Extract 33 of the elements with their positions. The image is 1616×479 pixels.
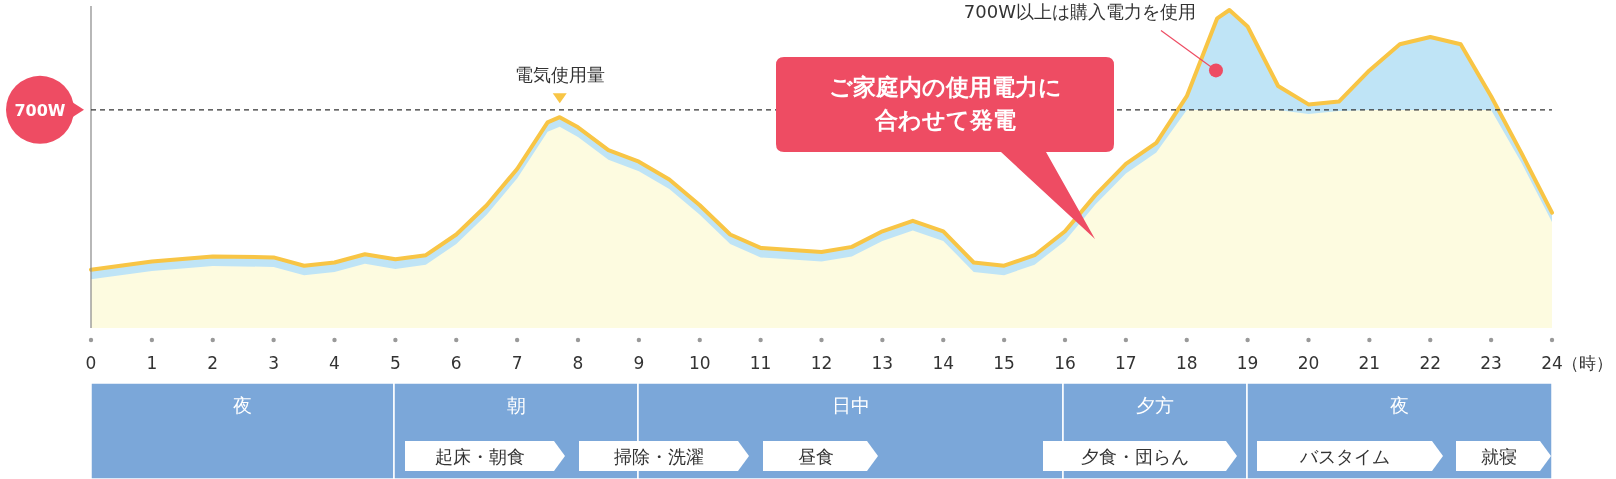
x-tick-label: 15 (993, 353, 1015, 373)
x-tick-label: 4 (329, 353, 340, 373)
x-tick-label: 0 (85, 353, 97, 373)
x-tick-label: 9 (633, 353, 645, 373)
annotation: 電気使用量 (514, 64, 605, 86)
x-tick-label: 16 (1054, 353, 1076, 373)
x-tick-label: 8 (572, 353, 584, 373)
x-tick-label: 6 (450, 353, 462, 373)
x-tick-label: 1 (146, 353, 158, 373)
x-tick-label: 12 (810, 353, 833, 373)
x-tick-label: 13 (871, 353, 894, 373)
x-tick-label: 19 (1236, 353, 1259, 373)
x-tick-label: 7 (511, 353, 523, 373)
x-tick-label: 20 (1297, 353, 1320, 373)
x-tick-label: 10 (688, 353, 711, 373)
x-axis-title: （時） (1562, 353, 1613, 373)
x-tick-label: 21 (1358, 353, 1381, 373)
x-tick-label: 23 (1480, 353, 1502, 373)
ref-label: 700W (6, 75, 84, 144)
annotation: ご家庭内の使用電力に合わせて発電 (828, 74, 1062, 133)
x-tick-label: 22 (1419, 353, 1442, 373)
ref-line-label: 700W (14, 100, 66, 120)
x-tick-label: 3 (268, 353, 280, 373)
x-tick-label: 24 (1541, 353, 1563, 373)
x-tick-label: 17 (1115, 353, 1137, 373)
x-tick-label: 2 (207, 353, 219, 373)
x-tick-label: 5 (389, 353, 401, 373)
x-tick-label: 11 (749, 353, 772, 373)
annotation: 700W以上は購入電力を使用 (963, 1, 1196, 23)
annotation: 電気使用量 (514, 64, 605, 104)
annotation: ご家庭内の使用電力に合わせて発電 (776, 57, 1114, 239)
x-tick-label: 14 (932, 353, 955, 373)
x-tick-label: 18 (1175, 353, 1198, 373)
